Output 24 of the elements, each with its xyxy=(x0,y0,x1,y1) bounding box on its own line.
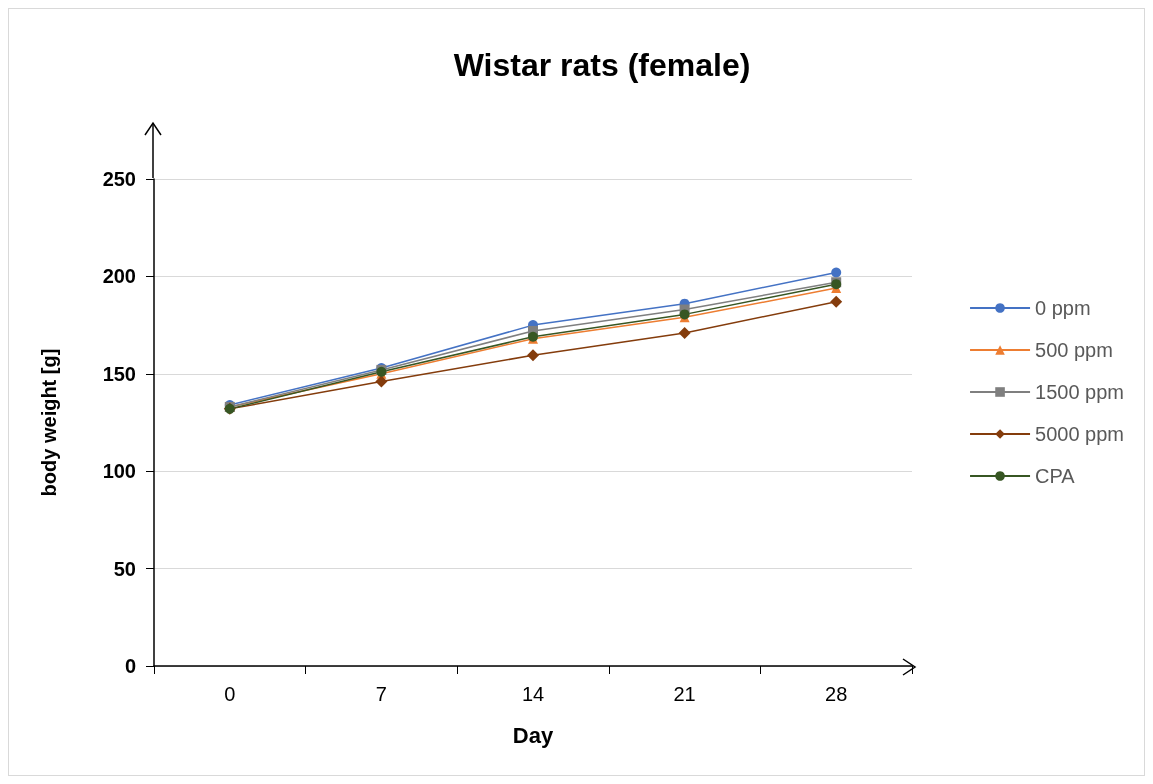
point xyxy=(678,326,691,339)
y-axis-title: body weight [g] xyxy=(38,348,60,497)
point xyxy=(830,295,843,308)
x-tick-label: 0 xyxy=(224,683,236,705)
x-axis-title: Day xyxy=(512,722,554,748)
legend-label: 5000 ppm xyxy=(1035,423,1125,445)
x-tick-label: 7 xyxy=(375,683,387,705)
x-tick-label: 21 xyxy=(673,683,696,705)
chart-title: Wistar rats (female) xyxy=(453,47,751,83)
y-tick-label: 0 xyxy=(124,655,136,677)
point xyxy=(375,375,388,388)
x-tick-label: 28 xyxy=(825,683,848,705)
legend-label: 1500 ppm xyxy=(1035,381,1125,403)
legend-label: 500 ppm xyxy=(1035,339,1113,361)
y-tick-label: 150 xyxy=(102,362,136,385)
legend-label: 0 ppm xyxy=(1035,297,1091,319)
x-tick-label: 14 xyxy=(521,683,545,705)
y-tick-label: 250 xyxy=(102,168,136,190)
y-tick-label: 100 xyxy=(102,460,136,483)
y-tick-label: 50 xyxy=(113,557,136,580)
point xyxy=(527,349,539,362)
y-tick-label: 200 xyxy=(102,265,136,288)
point xyxy=(831,267,842,278)
legend-label: CPA xyxy=(1035,465,1076,487)
